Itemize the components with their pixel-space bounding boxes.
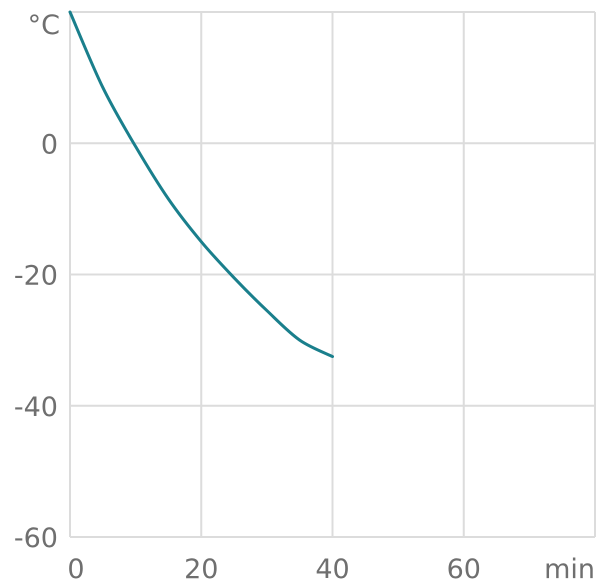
y-tick-label: -60 <box>14 523 58 554</box>
temperature-series-line <box>68 10 334 359</box>
y-axis-unit-label: °C <box>28 10 60 41</box>
x-tick-label: 60 <box>447 554 481 585</box>
y-tick-label: 0 <box>41 129 58 160</box>
x-axis-unit-label: min <box>544 554 595 585</box>
y-tick-label: -20 <box>14 261 58 292</box>
x-tick-label: 0 <box>67 554 84 585</box>
y-tick-label: -40 <box>14 392 58 423</box>
x-tick-label: 20 <box>184 554 218 585</box>
series-layer <box>68 10 334 359</box>
grid-layer <box>69 11 596 538</box>
label-layer: 0 20 40 60 -60 -40 -20 0 °C min <box>14 10 595 585</box>
x-tick-label: 40 <box>315 554 349 585</box>
